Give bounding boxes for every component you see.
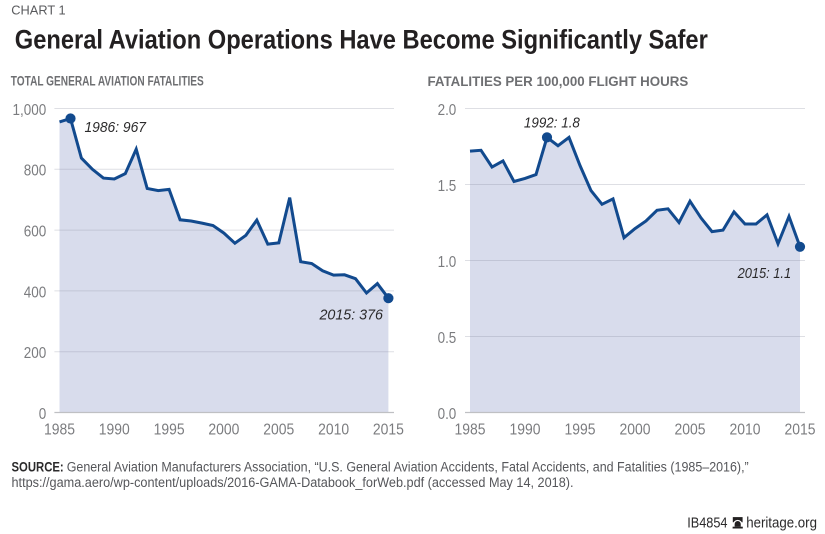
svg-text:1992: 1.8: 1992: 1.8 bbox=[524, 116, 580, 132]
svg-text:General Aviation Operations Ha: General Aviation Operations Have Become … bbox=[15, 23, 708, 54]
svg-text:2015: 1.1: 2015: 1.1 bbox=[737, 266, 791, 282]
svg-text:IB4854: IB4854 bbox=[687, 515, 727, 531]
svg-text:General Aviation Manufacturers: General Aviation Manufacturers Associati… bbox=[67, 460, 749, 475]
svg-text:2.0: 2.0 bbox=[438, 102, 457, 119]
svg-text:1.5: 1.5 bbox=[438, 178, 457, 195]
svg-text:2005: 2005 bbox=[263, 421, 294, 438]
svg-text:1990: 1990 bbox=[510, 421, 541, 438]
svg-text:2000: 2000 bbox=[620, 421, 651, 438]
svg-text:1985: 1985 bbox=[455, 421, 486, 438]
svg-text:1995: 1995 bbox=[154, 421, 185, 438]
svg-text:1,000: 1,000 bbox=[13, 102, 47, 119]
svg-text:0.0: 0.0 bbox=[438, 406, 457, 423]
svg-text:2015: 2015 bbox=[785, 421, 816, 438]
svg-text:1986: 967: 1986: 967 bbox=[85, 120, 147, 136]
svg-text:0: 0 bbox=[39, 406, 47, 423]
svg-text:2015: 2015 bbox=[373, 421, 404, 438]
svg-text:600: 600 bbox=[24, 224, 47, 241]
svg-text:CHART 1: CHART 1 bbox=[11, 3, 65, 18]
svg-text:800: 800 bbox=[24, 163, 47, 180]
svg-text:200: 200 bbox=[24, 345, 47, 362]
svg-text:1985: 1985 bbox=[44, 421, 75, 438]
svg-text:FATALITIES PER 100,000 FLIGHT: FATALITIES PER 100,000 FLIGHT HOURS bbox=[428, 73, 689, 89]
svg-text:0.5: 0.5 bbox=[438, 330, 457, 347]
svg-text:1.0: 1.0 bbox=[438, 254, 457, 271]
svg-text:1990: 1990 bbox=[99, 421, 130, 438]
svg-text:2005: 2005 bbox=[675, 421, 706, 438]
svg-text:TOTAL GENERAL AVIATION FATALIT: TOTAL GENERAL AVIATION FATALITIES bbox=[11, 73, 204, 89]
svg-text:2010: 2010 bbox=[318, 421, 349, 438]
svg-text:400: 400 bbox=[24, 284, 47, 301]
svg-text:2000: 2000 bbox=[208, 421, 239, 438]
svg-text:heritage.org: heritage.org bbox=[746, 515, 817, 531]
svg-text:https://gama.aero/wp-content/u: https://gama.aero/wp-content/uploads/201… bbox=[12, 475, 574, 490]
svg-text:SOURCE:: SOURCE: bbox=[12, 460, 64, 475]
svg-text:2015: 376: 2015: 376 bbox=[319, 308, 383, 324]
svg-text:2010: 2010 bbox=[730, 421, 761, 438]
svg-text:1995: 1995 bbox=[565, 421, 596, 438]
